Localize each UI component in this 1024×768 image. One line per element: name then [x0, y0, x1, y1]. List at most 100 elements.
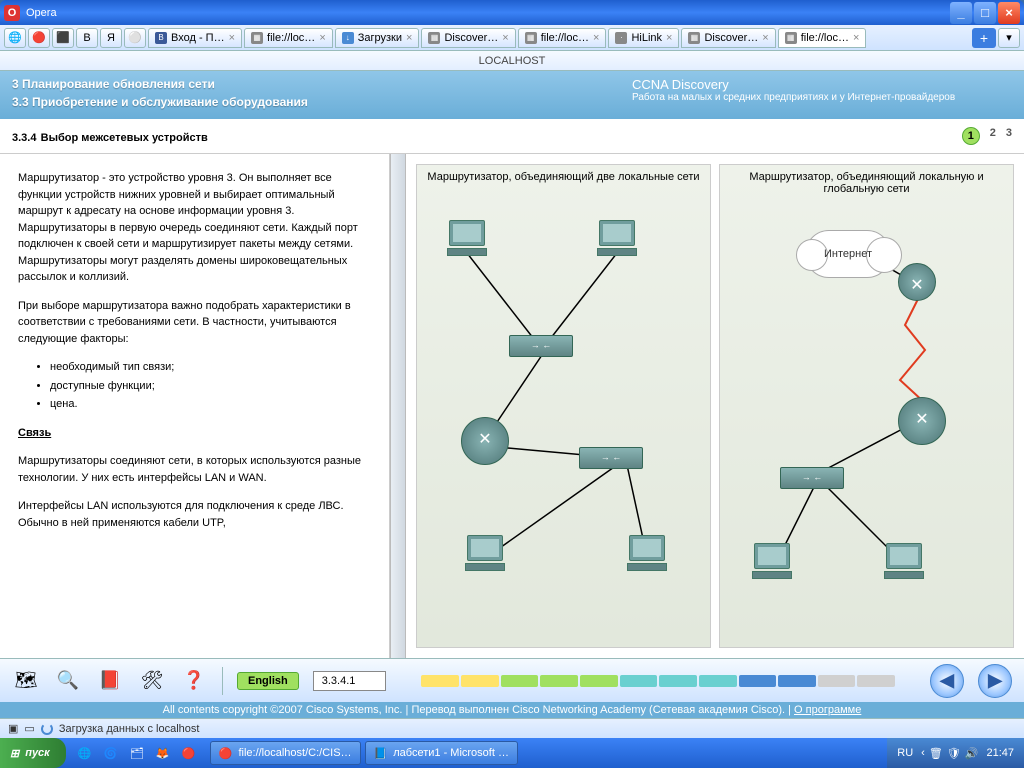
- quick-launch-icon[interactable]: ⬛: [52, 28, 74, 48]
- copyright-footer: All contents copyright ©2007 Cisco Syste…: [0, 702, 1024, 718]
- topic-number: 3.3.4: [12, 132, 36, 144]
- loading-spinner-icon: [41, 723, 53, 735]
- tab-bar: 🌐🔴⬛ВЯ⚪ ВВход - П…×▦file://loc…×↓Загрузки…: [0, 25, 1024, 51]
- glossary-icon[interactable]: 📕: [96, 667, 124, 695]
- progress-meter: [420, 675, 896, 687]
- diagram-left: Маршрутизатор, объединяющий две локальны…: [416, 164, 711, 648]
- zoom-icon[interactable]: ▣: [8, 722, 18, 735]
- list-item: цена.: [50, 396, 371, 413]
- para-2: При выборе маршрутизатора важно подобрат…: [18, 298, 371, 348]
- topic-header: 3.3.4 Выбор межсетевых устройств 123: [0, 119, 1024, 154]
- window-title: Opera: [26, 7, 948, 19]
- prev-button[interactable]: ◀: [930, 664, 964, 698]
- page-step[interactable]: 3: [1006, 127, 1012, 145]
- language-button[interactable]: English: [237, 672, 299, 690]
- quicklaunch-icon[interactable]: 🦊: [152, 742, 174, 764]
- tab-favicon: В: [155, 32, 167, 44]
- pc-icon: [445, 220, 489, 260]
- tray-icon[interactable]: 🔊: [965, 747, 979, 760]
- list-item: необходимый тип связи;: [50, 359, 371, 376]
- router-icon: [898, 397, 946, 445]
- tab-label: HiLink: [631, 32, 662, 44]
- tab-menu-button[interactable]: ▾: [998, 28, 1020, 48]
- tab-close-icon[interactable]: ×: [319, 32, 325, 44]
- browser-tab[interactable]: · HiLink ×: [608, 28, 679, 48]
- browser-tab[interactable]: ▦file://loc…×: [518, 28, 607, 48]
- tab-close-icon[interactable]: ×: [762, 32, 768, 44]
- course-name: CCNA Discovery: [632, 77, 1012, 92]
- page-step[interactable]: 2: [990, 127, 996, 145]
- quicklaunch-icon[interactable]: 🔴: [178, 742, 200, 764]
- tab-favicon: ▦: [428, 32, 440, 44]
- pc-icon: [625, 535, 669, 575]
- browser-tab[interactable]: В Вход - П… ×: [148, 28, 242, 48]
- tab-close-icon[interactable]: ×: [593, 32, 599, 44]
- help-icon[interactable]: ❓: [180, 667, 208, 695]
- tab-label: Загрузки: [358, 32, 402, 44]
- tab-favicon: ▦: [688, 32, 700, 44]
- tray-icon[interactable]: 🗑: [929, 747, 943, 760]
- tab-close-icon[interactable]: ×: [406, 32, 412, 44]
- new-tab-button[interactable]: +: [972, 28, 996, 48]
- tab-favicon: ·: [615, 32, 627, 44]
- minimize-button[interactable]: _: [950, 2, 972, 24]
- next-button[interactable]: ▶: [978, 664, 1012, 698]
- pc-icon: [882, 543, 926, 583]
- tools-icon[interactable]: 🛠: [138, 667, 166, 695]
- list-item: доступные функции;: [50, 378, 371, 395]
- tray-icon[interactable]: ‹: [921, 747, 925, 760]
- topic-title: Выбор межсетевых устройств: [41, 132, 208, 144]
- lang-indicator[interactable]: RU: [897, 747, 913, 759]
- pc-icon: [750, 543, 794, 583]
- taskbar-task[interactable]: 🔴file://localhost/C:/CIS…: [210, 741, 361, 765]
- windows-taskbar: ⊞пуск 🌐🌀🗂🦊🔴 🔴file://localhost/C:/CIS…📘ла…: [0, 738, 1024, 768]
- quick-launch-icon[interactable]: ⚪: [124, 28, 146, 48]
- router-icon: [461, 417, 509, 465]
- tab-favicon: ↓: [342, 32, 354, 44]
- status-text: Загрузка данных с localhost: [59, 723, 200, 735]
- quick-launch-icon[interactable]: В: [76, 28, 98, 48]
- quick-launch-icon[interactable]: Я: [100, 28, 122, 48]
- quicklaunch-icon[interactable]: 🗂: [126, 742, 148, 764]
- course-header: 3 Планирование обновления сети 3.3 Приоб…: [0, 71, 1024, 119]
- switch-icon: [579, 447, 643, 469]
- pc-icon: [463, 535, 507, 575]
- quick-launch-icon[interactable]: 🌐: [4, 28, 26, 48]
- tab-label: Discover…: [444, 32, 498, 44]
- close-button[interactable]: ×: [998, 2, 1020, 24]
- quicklaunch-icon[interactable]: 🌐: [74, 742, 96, 764]
- browser-tab[interactable]: ▦file://loc…×: [244, 28, 333, 48]
- tab-favicon: ▦: [525, 32, 537, 44]
- start-button[interactable]: ⊞пуск: [0, 738, 66, 768]
- opera-icon: O: [4, 5, 20, 21]
- scrollbar[interactable]: [390, 154, 406, 658]
- tab-close-icon[interactable]: ×: [229, 32, 235, 44]
- router-icon: [898, 263, 936, 301]
- map-icon[interactable]: 🗺: [12, 667, 40, 695]
- browser-tab[interactable]: ▦file://loc…×: [778, 28, 867, 48]
- tab-close-icon[interactable]: ×: [666, 32, 672, 44]
- tab-label: Вход - П…: [171, 32, 225, 44]
- browser-tab[interactable]: ▦Discover…×: [681, 28, 775, 48]
- tray-icon[interactable]: 🛡: [947, 747, 961, 760]
- about-link[interactable]: О программе: [794, 704, 861, 716]
- para-3: Маршрутизаторы соединяют сети, в которых…: [18, 453, 371, 486]
- browser-tab[interactable]: ▦ Discover… ×: [421, 28, 515, 48]
- page-step[interactable]: 1: [962, 127, 980, 145]
- diagram-left-title: Маршрутизатор, объединяющий две локальны…: [417, 171, 710, 183]
- fit-icon[interactable]: ▭: [24, 722, 34, 735]
- course-toolbar: 🗺 🔍 📕 🛠 ❓ English 3.3.4.1 ◀ ▶: [0, 658, 1024, 702]
- quick-launch-icon[interactable]: 🔴: [28, 28, 50, 48]
- browser-tab[interactable]: ↓ Загрузки ×: [335, 28, 420, 48]
- search-icon[interactable]: 🔍: [54, 667, 82, 695]
- diagram-area: Маршрутизатор, объединяющий две локальны…: [406, 154, 1024, 658]
- tab-close-icon[interactable]: ×: [853, 32, 859, 44]
- quicklaunch-icon[interactable]: 🌀: [100, 742, 122, 764]
- address-bar[interactable]: LOCALHOST: [0, 51, 1024, 71]
- maximize-button[interactable]: □: [974, 2, 996, 24]
- para-1: Маршрутизатор - это устройство уровня 3.…: [18, 170, 371, 286]
- tab-label: file://loc…: [801, 32, 849, 44]
- page-number-input[interactable]: 3.3.4.1: [313, 671, 387, 691]
- taskbar-task[interactable]: 📘лабсети1 - Microsoft …: [365, 741, 518, 765]
- tab-close-icon[interactable]: ×: [502, 32, 508, 44]
